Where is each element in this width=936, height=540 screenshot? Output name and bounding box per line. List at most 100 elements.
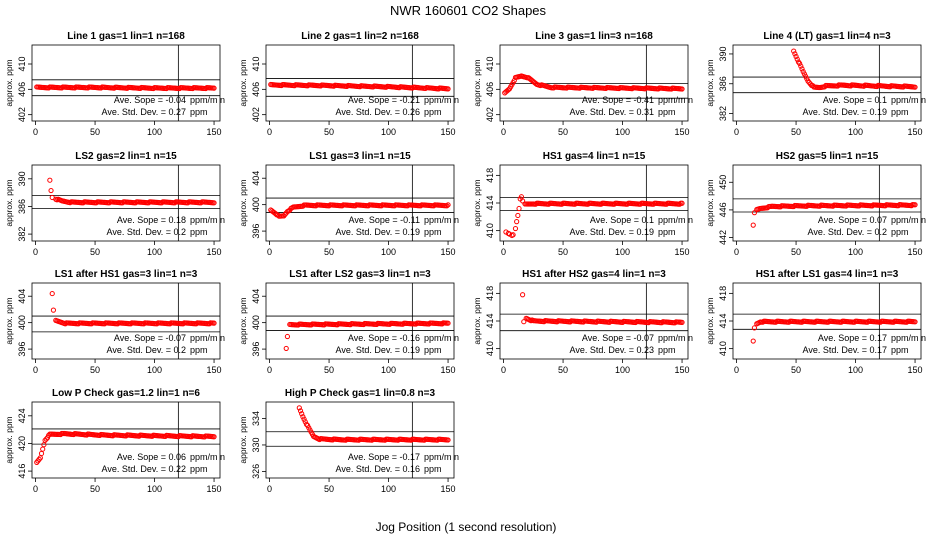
x-tick-label: 0 [33, 247, 38, 257]
x-tick-label: 0 [734, 247, 739, 257]
figure-xlabel: Jog Position (1 second resolution) [376, 520, 557, 534]
x-tick-label: 100 [615, 127, 630, 137]
data-point [316, 436, 323, 443]
y-tick-label: 400 [251, 197, 261, 212]
x-tick-label: 0 [501, 247, 506, 257]
data-point [59, 85, 65, 91]
panel-title: Low P Check gas=1.2 lin=1 n=6 [52, 388, 200, 399]
x-tick-label: 50 [791, 365, 801, 375]
x-tick-label: 50 [791, 127, 801, 137]
data-point [629, 86, 635, 92]
data-point [679, 200, 685, 206]
y-tick-label: 404 [17, 289, 27, 304]
data-point [794, 56, 800, 62]
plot-area [266, 45, 454, 121]
x-tick-label: 50 [324, 365, 334, 375]
y-axis-label: approx. ppm [472, 179, 482, 226]
slope-label: Ave. Sope = -0.11 [349, 215, 420, 225]
std-dev-unit: ppm [190, 345, 208, 355]
x-tick-label: 150 [908, 365, 923, 375]
data-point [655, 86, 661, 92]
y-axis-label: approx. ppm [4, 297, 14, 344]
slope-unit: ppm/m n [424, 95, 459, 105]
panel-7: HS1 gas=4 lin=1 n=15 0 50 100 150 410 414 418ap… [472, 151, 693, 257]
x-tick-label: 0 [267, 484, 272, 494]
x-tick-label: 100 [848, 247, 863, 257]
data-point [211, 85, 217, 91]
panel-title: Line 1 gas=1 lin=1 n=168 [67, 31, 185, 42]
data-point [444, 203, 450, 209]
data-point [445, 202, 451, 208]
data-point [318, 83, 324, 89]
x-tick-label: 150 [675, 365, 690, 375]
data-point-outlier [512, 225, 519, 232]
x-tick-label: 100 [147, 247, 162, 257]
x-tick-label: 100 [147, 365, 162, 375]
plot-area [733, 165, 921, 241]
slope-unit: ppm/m n [190, 95, 225, 105]
data-point-outlier [514, 219, 520, 225]
y-tick-label: 382 [718, 106, 728, 121]
data-point-outlier [751, 210, 758, 216]
x-tick-label: 50 [90, 365, 100, 375]
x-tick-label: 150 [675, 127, 690, 137]
std-dev-label: Ave. Std. Dev. = 0.2 [808, 227, 887, 237]
x-tick-label: 50 [558, 127, 568, 137]
data-point [300, 414, 306, 420]
x-tick-label: 150 [441, 247, 456, 257]
slope-unit: ppm/m n [424, 215, 459, 225]
std-dev-unit: ppm [424, 107, 442, 117]
plot-area [266, 283, 454, 359]
std-dev-label: Ave. Std. Dev. = 0.19 [336, 345, 420, 355]
slope-label: Ave. Sope = 0.06 [117, 452, 186, 462]
data-point-outlier [751, 325, 758, 331]
y-tick-label: 414 [485, 313, 495, 328]
plot-area [32, 402, 220, 478]
std-dev-label: Ave. Std. Dev. = 0.19 [336, 227, 420, 237]
y-tick-label: 418 [485, 286, 495, 301]
slope-label: Ave. Sope = 0.18 [117, 215, 186, 225]
x-tick-label: 0 [734, 127, 739, 137]
x-tick-label: 0 [267, 127, 272, 137]
panel-title: Line 3 gas=1 lin=3 n=168 [535, 31, 653, 42]
plot-frame [265, 44, 455, 122]
y-tick-label: 414 [718, 313, 728, 328]
x-tick-label: 50 [558, 247, 568, 257]
slope-unit: ppm/m n [658, 215, 693, 225]
x-tick-label: 0 [33, 484, 38, 494]
data-point [616, 85, 622, 92]
data-point-outlier [49, 194, 55, 201]
y-tick-label: 396 [251, 224, 261, 239]
plot-frame [732, 164, 922, 242]
data-point [72, 85, 78, 91]
data-point [331, 83, 337, 89]
data-point [137, 85, 143, 91]
y-tick-label: 402 [251, 107, 261, 122]
panel-2: Line 2 gas=1 lin=2 n=168 0 50 100 150 402 406 4… [238, 31, 459, 137]
x-tick-label: 100 [848, 365, 863, 375]
x-tick-label: 50 [558, 365, 568, 375]
data-point [211, 434, 217, 440]
data-point [46, 85, 52, 91]
x-tick-label: 150 [441, 127, 456, 137]
data-point [422, 85, 429, 92]
std-dev-unit: ppm [424, 464, 442, 474]
data-point [188, 434, 195, 440]
y-tick-label: 402 [485, 107, 495, 122]
y-tick-label: 326 [251, 464, 261, 479]
plot-frame [499, 44, 689, 122]
std-dev-unit: ppm [190, 227, 208, 237]
x-tick-label: 50 [324, 484, 334, 494]
data-point [299, 411, 305, 417]
data-point [797, 60, 803, 67]
x-tick-label: 100 [615, 365, 630, 375]
x-tick-label: 150 [441, 365, 456, 375]
y-tick-label: 446 [718, 202, 728, 217]
data-point [541, 319, 547, 325]
data-point-outlier [520, 198, 526, 204]
x-tick-label: 150 [908, 247, 923, 257]
y-tick-label: 390 [17, 171, 27, 186]
plot-area [500, 165, 688, 241]
slope-label: Ave. Sope = 0.1 [823, 95, 887, 105]
